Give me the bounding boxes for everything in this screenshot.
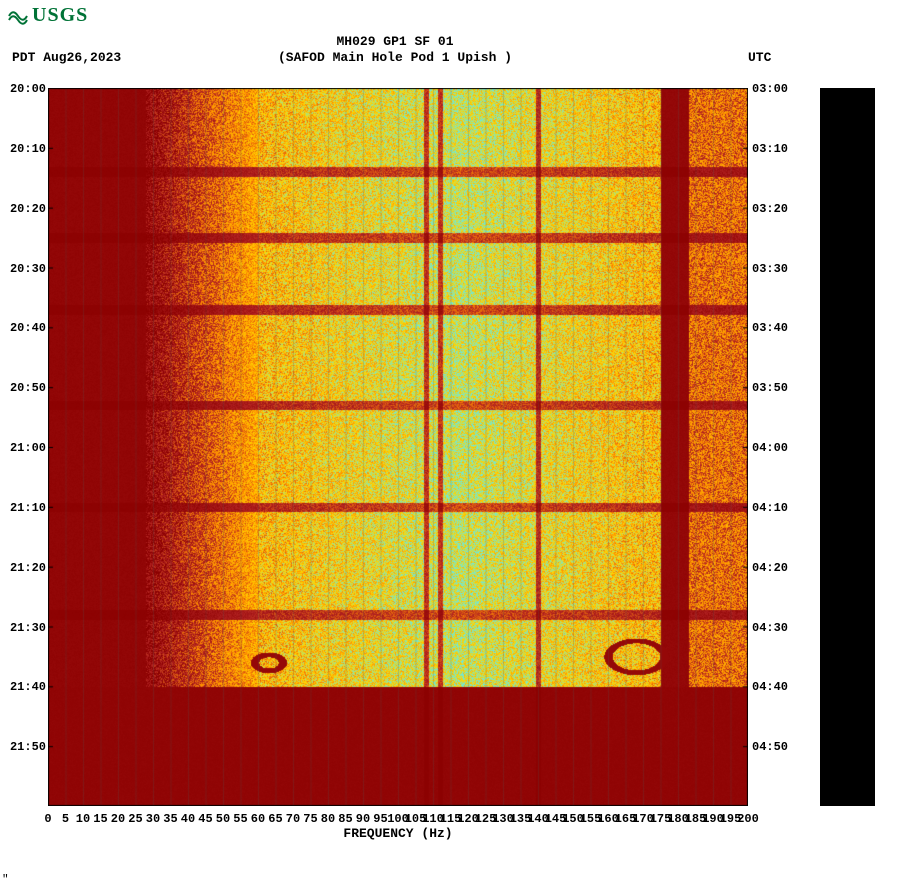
y-left-tick: 20:40 bbox=[6, 321, 46, 335]
usgs-wave-icon bbox=[8, 6, 28, 26]
y-left-tick: 20:30 bbox=[6, 262, 46, 276]
y-left-tick: 20:20 bbox=[6, 202, 46, 216]
y-right-tick: 04:10 bbox=[752, 501, 797, 515]
y-left-tick: 21:40 bbox=[6, 680, 46, 694]
y-left-tick: 21:10 bbox=[6, 501, 46, 515]
y-left-tick: 20:10 bbox=[6, 142, 46, 156]
y-right-tick: 03:10 bbox=[752, 142, 797, 156]
y-right-tick: 03:20 bbox=[752, 202, 797, 216]
y-left-tick: 21:50 bbox=[6, 740, 46, 754]
spectrogram-canvas bbox=[48, 88, 748, 806]
y-right-tick: 04:30 bbox=[752, 621, 797, 635]
utc-label: UTC bbox=[748, 50, 771, 65]
y-right-tick: 04:00 bbox=[752, 441, 797, 455]
y-right-tick: 04:20 bbox=[752, 561, 797, 575]
page-container: USGS PDT Aug26,2023 MH029 GP1 SF 01 (SAF… bbox=[0, 0, 902, 892]
y-right-tick: 03:30 bbox=[752, 262, 797, 276]
y-left-tick: 20:00 bbox=[6, 82, 46, 96]
y-right-tick: 03:40 bbox=[752, 321, 797, 335]
waveform-strip bbox=[820, 88, 875, 806]
y-right-tick: 04:50 bbox=[752, 740, 797, 754]
y-right-tick: 03:50 bbox=[752, 381, 797, 395]
y-left-tick: 21:00 bbox=[6, 441, 46, 455]
y-right-tick: 04:40 bbox=[752, 680, 797, 694]
title-line-1: MH029 GP1 SF 01 bbox=[0, 34, 790, 50]
y-left-tick: 21:20 bbox=[6, 561, 46, 575]
chart-title: MH029 GP1 SF 01 (SAFOD Main Hole Pod 1 U… bbox=[0, 34, 790, 65]
y-left-tick: 20:50 bbox=[6, 381, 46, 395]
title-line-2: (SAFOD Main Hole Pod 1 Upish ) bbox=[0, 50, 790, 66]
footer-mark: " bbox=[2, 874, 9, 886]
x-tick: 200 bbox=[736, 812, 760, 826]
usgs-logo: USGS bbox=[8, 4, 88, 27]
x-axis-label: FREQUENCY (Hz) bbox=[48, 826, 748, 841]
y-right-tick: 03:00 bbox=[752, 82, 797, 96]
spectrogram-plot bbox=[48, 88, 748, 806]
logo-text: USGS bbox=[32, 4, 88, 27]
y-left-tick: 21:30 bbox=[6, 621, 46, 635]
